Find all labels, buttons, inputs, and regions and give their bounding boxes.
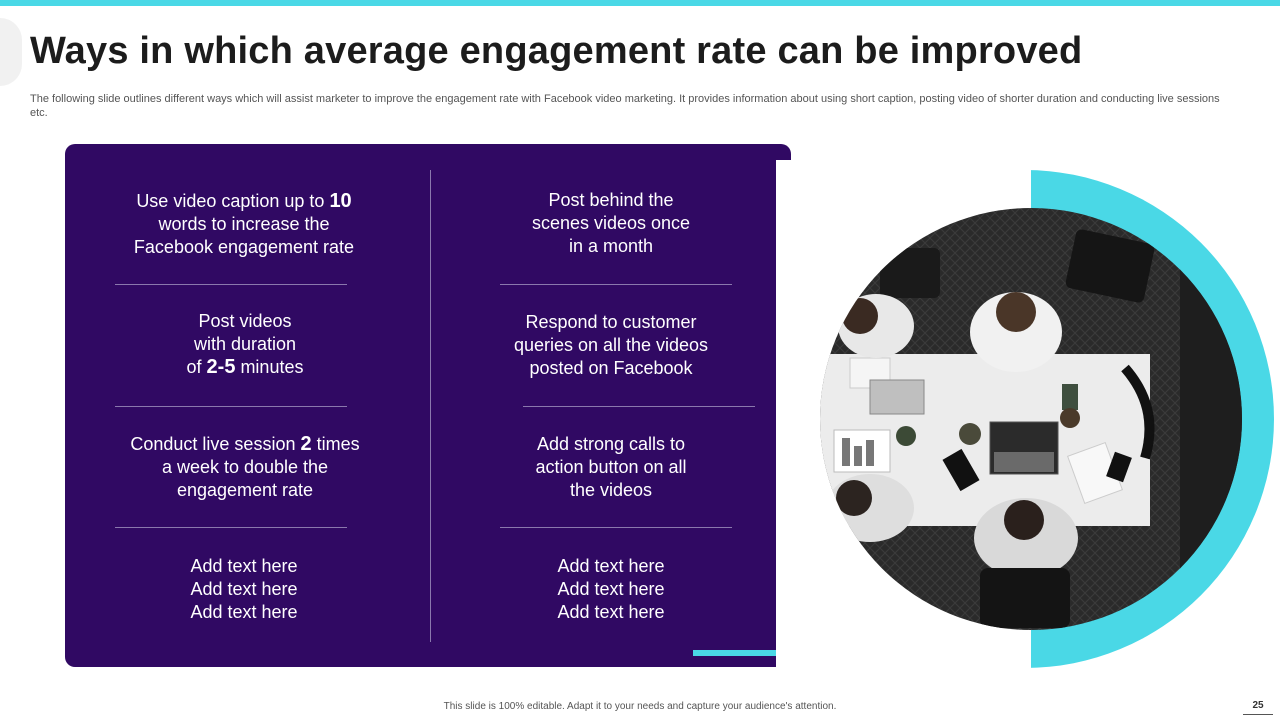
left-item-4-line-3: Add text here	[190, 602, 298, 622]
right-item-2-line-3: posted on Facebook	[529, 358, 693, 378]
left-item-1-line-2: words to increase the	[158, 214, 330, 234]
team-meeting-photo	[820, 208, 1242, 630]
left-item-3-text: Conduct live session	[130, 434, 301, 454]
left-item-1-number: 10	[329, 190, 352, 212]
left-item-1: Use video caption up to 10 words to incr…	[94, 190, 394, 259]
right-item-3-line-1: Add strong calls to	[536, 434, 686, 454]
left-item-2-unit: minutes	[235, 357, 304, 377]
right-item-2-line-1: Respond to customer	[525, 312, 697, 332]
left-divider-2	[115, 406, 347, 407]
right-item-1-line-3: in a month	[568, 236, 654, 256]
left-item-3: Conduct live session 2 times a week to d…	[95, 433, 395, 502]
left-divider-1	[115, 284, 347, 285]
page-number: 25	[1243, 700, 1273, 715]
left-item-1-line-3: Facebook engagement rate	[133, 237, 355, 257]
top-accent-bar	[0, 0, 1280, 6]
left-item-4: Add text here Add text here Add text her…	[94, 555, 394, 624]
left-item-3-line-2: a week to double the	[161, 457, 329, 477]
right-item-3: Add strong calls to action button on all…	[461, 433, 761, 502]
content-panel	[65, 144, 791, 667]
left-item-4-line-1: Add text here	[190, 556, 298, 576]
slide-subtitle: The following slide outlines different w…	[30, 93, 1220, 119]
left-divider-3	[115, 527, 347, 528]
left-item-2-line-2: with duration	[193, 334, 297, 354]
right-item-1: Post behind the scenes videos once in a …	[461, 189, 761, 258]
left-item-2-line-1: Post videos	[198, 311, 292, 331]
right-item-4-line-2: Add text here	[557, 579, 665, 599]
right-divider-2	[523, 406, 755, 407]
left-item-2-text: of	[186, 357, 207, 377]
left-item-2-number: 2-5	[206, 356, 236, 378]
photo-illustration	[820, 208, 1242, 630]
right-item-4: Add text here Add text here Add text her…	[461, 555, 761, 624]
right-item-2: Respond to customer queries on all the v…	[461, 311, 761, 380]
column-divider	[430, 170, 431, 642]
left-item-1-text: Use video caption up to	[136, 191, 330, 211]
right-divider-3	[500, 527, 732, 528]
left-item-2: Post videos with duration of 2-5 minutes	[95, 310, 395, 379]
right-item-4-line-3: Add text here	[557, 602, 665, 622]
left-item-3-suffix: times	[311, 434, 360, 454]
slide-footer: This slide is 100% editable. Adapt it to…	[443, 701, 837, 712]
right-item-3-line-2: action button on all	[535, 457, 687, 477]
left-item-4-line-2: Add text here	[190, 579, 298, 599]
slide-title: Ways in which average engagement rate ca…	[30, 30, 1083, 72]
corner-decoration	[0, 18, 22, 86]
left-item-3-line-3: engagement rate	[176, 480, 314, 500]
right-item-3-line-3: the videos	[569, 480, 653, 500]
left-item-3-number: 2	[300, 433, 312, 455]
right-item-1-line-1: Post behind the	[548, 190, 674, 210]
right-divider-1	[500, 284, 732, 285]
right-item-1-line-2: scenes videos once	[531, 213, 691, 233]
right-item-4-line-1: Add text here	[557, 556, 665, 576]
right-item-2-line-2: queries on all the videos	[513, 335, 709, 355]
